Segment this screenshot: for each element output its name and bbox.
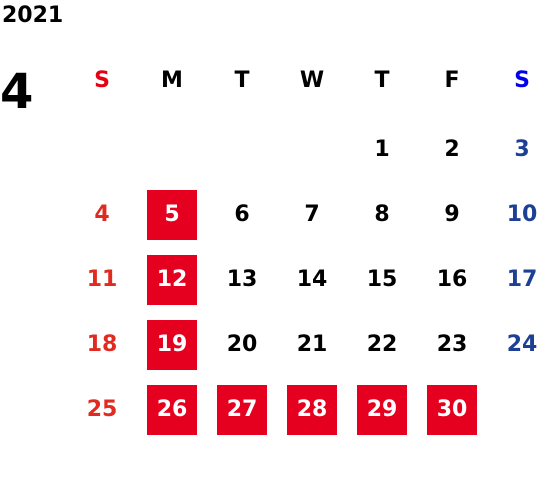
day-number: 16	[436, 267, 468, 292]
calendar-day: 14	[277, 255, 347, 305]
day-number: 3	[514, 137, 530, 162]
day-number: 13	[226, 267, 258, 292]
weekday-header-sun: S	[94, 68, 110, 93]
day-number: 23	[436, 332, 468, 357]
calendar-day-holiday: 26	[137, 385, 207, 435]
calendar-day: 2	[417, 125, 487, 175]
calendar-day: 17	[487, 255, 548, 305]
calendar-day-holiday: 28	[277, 385, 347, 435]
calendar-day: 24	[487, 320, 548, 370]
calendar-day: 15	[347, 255, 417, 305]
day-number: 6	[234, 202, 250, 227]
calendar-day: 21	[277, 320, 347, 370]
calendar-day: 25	[67, 385, 137, 435]
day-number: 25	[86, 397, 118, 422]
calendar-day: 10	[487, 190, 548, 240]
calendar-day: 4	[67, 190, 137, 240]
day-number: 9	[444, 202, 460, 227]
weekday-header-sat: S	[514, 68, 530, 93]
day-number: 17	[506, 267, 538, 292]
weekday-header-thu: T	[374, 68, 390, 93]
calendar-day: 23	[417, 320, 487, 370]
calendar-day-holiday: 29	[347, 385, 417, 435]
calendar-day: 6	[207, 190, 277, 240]
calendar-day: 3	[487, 125, 548, 175]
weekday-header-wed: W	[299, 68, 325, 93]
day-number: 27	[217, 385, 267, 435]
day-number: 20	[226, 332, 258, 357]
day-number: 28	[287, 385, 337, 435]
calendar-day: 22	[347, 320, 417, 370]
day-number: 7	[304, 202, 320, 227]
calendar-day: 1	[347, 125, 417, 175]
calendar-day-holiday: 27	[207, 385, 277, 435]
weekday-header-mon: M	[161, 68, 183, 93]
day-number: 10	[506, 202, 538, 227]
day-number: 22	[366, 332, 398, 357]
day-number: 5	[147, 190, 197, 240]
calendar-grid: S M T W T F S 1 2 3 4 5 6 7 8 9 10 11 12 13 14 15 16 17 18 19 20 21…	[67, 0, 548, 503]
month-label: 4	[0, 64, 34, 120]
calendar-day: 20	[207, 320, 277, 370]
day-number: 12	[147, 255, 197, 305]
day-number: 19	[147, 320, 197, 370]
calendar-day-holiday: 19	[137, 320, 207, 370]
calendar-day-holiday: 5	[137, 190, 207, 240]
day-number: 21	[296, 332, 328, 357]
day-number: 29	[357, 385, 407, 435]
day-number: 18	[86, 332, 118, 357]
day-number: 30	[427, 385, 477, 435]
day-number: 8	[374, 202, 390, 227]
day-number: 26	[147, 385, 197, 435]
calendar-day: 7	[277, 190, 347, 240]
day-number: 2	[444, 137, 460, 162]
weekday-header-tue: T	[234, 68, 250, 93]
day-number: 24	[506, 332, 538, 357]
calendar-day-holiday: 30	[417, 385, 487, 435]
day-number: 1	[374, 137, 390, 162]
calendar-day: 13	[207, 255, 277, 305]
day-number: 4	[94, 202, 110, 227]
day-number: 15	[366, 267, 398, 292]
day-number: 14	[296, 267, 328, 292]
day-number: 11	[86, 267, 118, 292]
calendar-day: 16	[417, 255, 487, 305]
calendar-day: 11	[67, 255, 137, 305]
calendar-day-holiday: 12	[137, 255, 207, 305]
calendar-day: 9	[417, 190, 487, 240]
calendar-day: 8	[347, 190, 417, 240]
calendar-day: 18	[67, 320, 137, 370]
weekday-header-fri: F	[444, 68, 460, 93]
year-label: 2021	[2, 3, 64, 28]
